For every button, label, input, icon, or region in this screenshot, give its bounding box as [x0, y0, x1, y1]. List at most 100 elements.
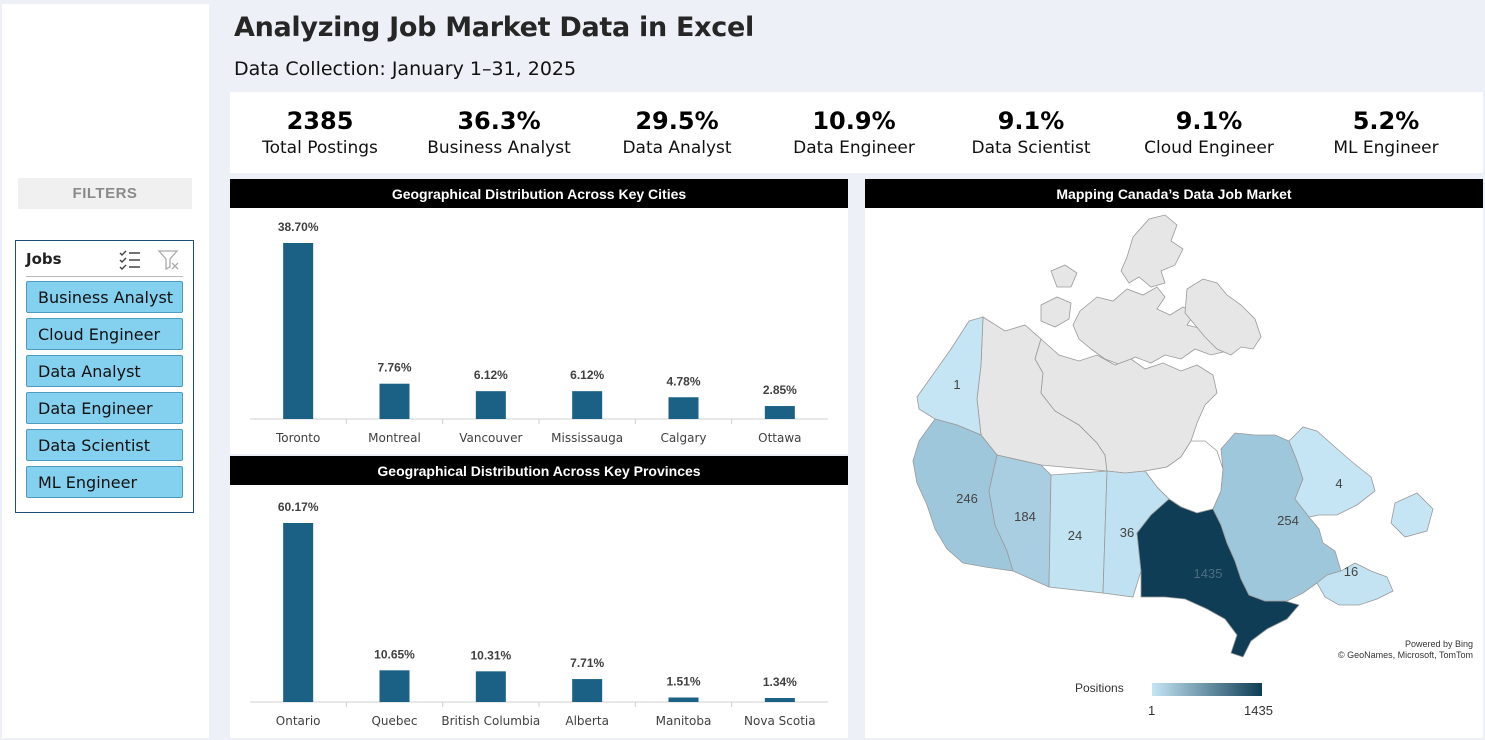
bar-calgary	[668, 397, 699, 419]
page-subtitle: Data Collection: January 1–31, 2025	[234, 58, 577, 80]
data-label-mississauga: 6.12%	[570, 368, 604, 382]
category-label-calgary: Calgary	[660, 431, 706, 445]
map-region-maritimes	[1316, 562, 1394, 606]
map-region-nunavut	[1034, 338, 1218, 474]
city-chart-title: Geographical Distribution Across Key Cit…	[230, 179, 848, 208]
legend-max: 1435	[1244, 703, 1273, 718]
kpi-data-scientist: 9.1% Data Scientist	[972, 106, 1091, 160]
bar-montreal	[379, 383, 410, 419]
map-region-baffin	[1184, 278, 1262, 356]
data-label-ontario: 60.17%	[278, 500, 319, 514]
map-legend: Positions 1 1435	[1075, 681, 1295, 721]
kpi-value: 5.2%	[1352, 107, 1420, 135]
bar-nova-scotia	[764, 698, 795, 702]
data-label-toronto: 38.70%	[278, 220, 319, 234]
kpi-label: Cloud Engineer	[1144, 138, 1274, 158]
map-region-british-columbia	[912, 418, 1014, 572]
kpi-label: Data Engineer	[793, 138, 915, 158]
category-label-toronto: Toronto	[275, 431, 320, 445]
data-label-british-columbia: 10.31%	[470, 648, 511, 662]
kpi-value: 10.9%	[812, 107, 896, 135]
slicer-item-cloud-engineer[interactable]: Cloud Engineer	[26, 318, 183, 350]
map-label-alberta: 184	[1014, 509, 1036, 524]
bar-alberta	[572, 679, 603, 702]
map-region-western-islands	[1040, 264, 1078, 328]
slicer-item-label: Data Scientist	[38, 435, 150, 455]
map-label-quebec: 254	[1277, 513, 1299, 528]
legend-min: 1	[1148, 703, 1156, 718]
city-bar-chart: 38.70% Toronto 7.76% Montreal 6.12% Vancouver…	[250, 220, 828, 445]
map-chart-panel: Mapping Canada’s Data Job Market 1 246 1	[865, 179, 1483, 738]
jobs-slicer: Jobs Business Analyst Cloud Engineer Dat…	[15, 240, 194, 513]
bar-ottawa	[764, 406, 795, 419]
page-title: Analyzing Job Market Data in Excel	[234, 12, 754, 43]
canada-map: 1 246 184 24 36 1435 254 4 16	[912, 214, 1434, 658]
kpi-label: Total Postings	[262, 138, 378, 158]
map-region-alberta	[988, 454, 1052, 588]
legend-gradient	[1152, 683, 1262, 696]
data-label-vancouver: 6.12%	[474, 368, 508, 382]
kpi-value: 9.1%	[1175, 107, 1243, 135]
kpi-value: 36.3%	[457, 107, 541, 135]
slicer-item-label: ML Engineer	[38, 472, 138, 492]
slicer-title: Jobs	[26, 250, 62, 268]
slicer-item-ml-engineer[interactable]: ML Engineer	[26, 466, 183, 498]
map-region-ellesmere	[1120, 214, 1184, 288]
map-label-newfoundland-labrador: 4	[1335, 476, 1342, 491]
slicer-item-label: Business Analyst	[38, 287, 174, 307]
slicer-item-data-engineer[interactable]: Data Engineer	[26, 392, 183, 424]
kpi-value: 2385	[286, 107, 354, 135]
kpi-data-engineer: 10.9% Data Engineer	[793, 106, 915, 160]
data-label-nova-scotia: 1.34%	[763, 675, 797, 689]
slicer-item-data-analyst[interactable]: Data Analyst	[26, 355, 183, 387]
kpi-label: Business Analyst	[427, 138, 571, 158]
kpi-value: 29.5%	[635, 107, 719, 135]
kpi-label: Data Analyst	[622, 138, 732, 158]
map-label-maritimes: 16	[1344, 564, 1358, 579]
slicer-item-label: Data Engineer	[38, 398, 153, 418]
map-label-british-columbia: 246	[956, 491, 978, 506]
data-label-calgary: 4.78%	[666, 374, 700, 388]
kpi-ml-engineer: 5.2% ML Engineer	[1333, 106, 1438, 160]
attribution-line: © GeoNames, Microsoft, TomTom	[1338, 650, 1473, 660]
slicer-item-label: Cloud Engineer	[38, 324, 161, 344]
slicer-divider	[26, 276, 183, 277]
category-label-manitoba: Manitoba	[656, 714, 712, 728]
province-chart-panel: Geographical Distribution Across Key Pro…	[230, 456, 848, 738]
category-label-nova-scotia: Nova Scotia	[744, 714, 816, 728]
multi-select-icon[interactable]	[118, 248, 142, 272]
data-label-quebec: 10.65%	[374, 647, 415, 661]
slicer-item-business-analyst[interactable]: Business Analyst	[26, 281, 183, 313]
kpi-data-analyst: 29.5% Data Analyst	[622, 106, 731, 160]
map-region-yukon	[916, 316, 984, 436]
category-label-ontario: Ontario	[276, 714, 321, 728]
city-chart-panel: Geographical Distribution Across Key Cit…	[230, 179, 848, 454]
kpi-business-analyst: 36.3% Business Analyst	[427, 106, 571, 160]
bar-quebec	[379, 670, 410, 702]
kpi-label: ML Engineer	[1333, 138, 1439, 158]
slicer-item-data-scientist[interactable]: Data Scientist	[26, 429, 183, 461]
clear-filter-icon[interactable]	[157, 248, 181, 272]
kpi-bar: 2385 Total Postings 36.3% Business Analyst…	[230, 92, 1483, 173]
attribution-line: Powered by Bing	[1404, 639, 1473, 649]
data-label-alberta: 7.71%	[570, 656, 604, 670]
bar-manitoba	[668, 697, 699, 702]
kpi-value: 9.1%	[997, 107, 1065, 135]
map-label-saskatchewan: 24	[1068, 528, 1082, 543]
bar-mississauga	[572, 391, 603, 419]
map-label-manitoba: 36	[1120, 525, 1134, 540]
bar-british-columbia	[475, 671, 506, 702]
data-label-manitoba: 1.51%	[666, 675, 700, 689]
map-region-newfoundland-labrador	[1288, 426, 1434, 538]
category-label-mississauga: Mississauga	[551, 431, 623, 445]
slicer-item-label: Data Analyst	[38, 361, 141, 381]
map-chart-title: Mapping Canada’s Data Job Market	[865, 179, 1483, 208]
data-label-ottawa: 2.85%	[763, 383, 797, 397]
bar-ontario	[283, 523, 314, 702]
category-label-alberta: Alberta	[565, 714, 609, 728]
category-label-montreal: Montreal	[368, 431, 421, 445]
category-label-vancouver: Vancouver	[459, 431, 522, 445]
bar-vancouver	[475, 391, 506, 419]
kpi-cloud-engineer: 9.1% Cloud Engineer	[1144, 106, 1274, 160]
map-attribution: Powered by Bing © GeoNames, Microsoft, T…	[1338, 639, 1473, 661]
